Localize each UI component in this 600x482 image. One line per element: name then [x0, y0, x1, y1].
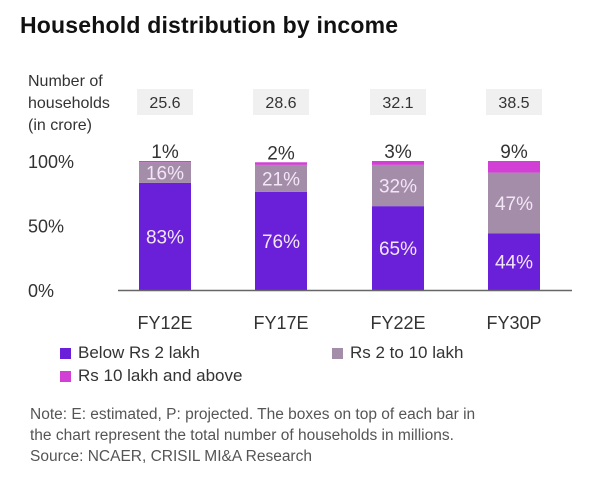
x-tick-label: FY22E — [370, 313, 425, 333]
data-label: 1% — [151, 142, 179, 163]
data-label: 47% — [495, 194, 533, 215]
bar-segment — [139, 162, 191, 183]
bar-segment — [488, 172, 540, 234]
bar-segment — [255, 162, 307, 165]
legend-item-10-lakh-above: Rs 10 lakh and above — [60, 366, 242, 386]
data-label: 21% — [262, 169, 300, 190]
data-label: 2% — [267, 143, 295, 164]
legend-swatch — [332, 347, 343, 359]
bar-segment — [255, 191, 307, 290]
y-tick-label: 50% — [28, 217, 64, 237]
legend-swatch — [60, 347, 71, 359]
chart-note: Note: E: estimated, P: projected. The bo… — [30, 404, 590, 467]
data-label: 83% — [146, 227, 184, 248]
data-label: 16% — [146, 164, 184, 185]
data-label: 44% — [495, 253, 533, 274]
bar-segment — [255, 164, 307, 192]
stacked-bar-chart: Number of households (in crore) 0% 50% 100% 25… — [28, 73, 572, 333]
note-line: the chart represent the total number of … — [30, 427, 454, 444]
legend-label: Rs 2 to 10 lakh — [350, 343, 464, 362]
source-line: Source: NCAER, CRISIL MI&A Research — [30, 448, 312, 465]
legend-item-below-2-lakh: Below Rs 2 lakh — [60, 343, 200, 363]
bar-segment — [372, 164, 424, 207]
data-label: 9% — [500, 142, 528, 163]
box-label-line: households — [28, 95, 110, 112]
bar-segment — [372, 161, 424, 165]
bar-segment — [139, 182, 191, 290]
total-box — [137, 89, 193, 115]
total-label: 32.1 — [382, 95, 413, 112]
total-box — [370, 89, 426, 115]
y-tick-label: 0% — [28, 281, 54, 301]
total-label: 28.6 — [265, 95, 296, 112]
legend-swatch — [60, 370, 71, 382]
chart-title: Household distribution by income — [20, 12, 399, 38]
x-tick-label: FY17E — [253, 313, 308, 333]
total-label: 25.6 — [149, 95, 180, 112]
x-tick-label: FY12E — [137, 313, 192, 333]
legend-label: Below Rs 2 lakh — [78, 343, 200, 362]
x-tick-label: FY30P — [486, 313, 541, 333]
bar-segment — [139, 161, 191, 163]
legend-item-2-to-10-lakh: Rs 2 to 10 lakh — [332, 343, 463, 363]
legend-label: Rs 10 lakh and above — [78, 366, 243, 385]
data-label: 65% — [379, 239, 417, 260]
data-label: 3% — [384, 142, 412, 163]
total-box — [253, 89, 309, 115]
box-label-line: Number of — [28, 73, 103, 90]
bar-segment — [488, 233, 540, 290]
data-label: 32% — [379, 177, 417, 198]
bar-segment — [488, 161, 540, 173]
note-line: Note: E: estimated, P: projected. The bo… — [30, 406, 476, 423]
box-label-line: (in crore) — [28, 117, 92, 134]
y-tick-label: 100% — [28, 152, 74, 172]
data-label: 76% — [262, 232, 300, 253]
total-label: 38.5 — [498, 95, 529, 112]
total-box — [486, 89, 542, 115]
bar-segment — [372, 206, 424, 290]
